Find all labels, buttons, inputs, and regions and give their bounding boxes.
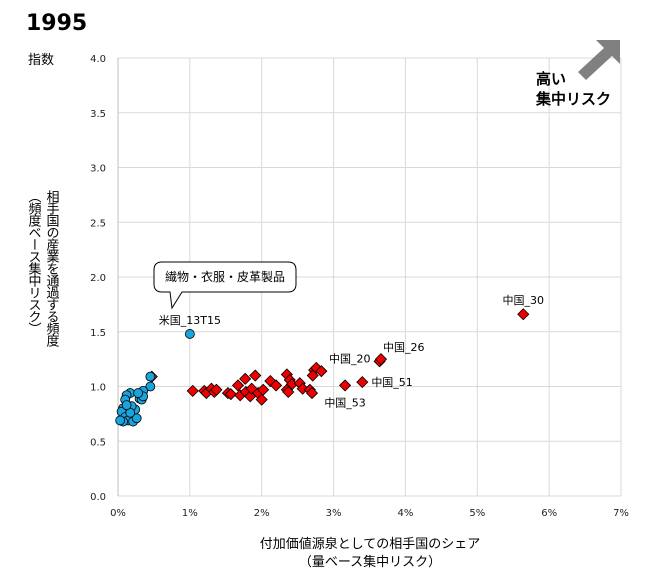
arrow-up-right-icon	[578, 40, 620, 80]
x-tick-label: 7%	[613, 508, 629, 519]
callout-text: 繊物・衣服・皮革製品	[165, 269, 285, 284]
y-tick-label: 3.0	[90, 164, 106, 175]
china-point	[282, 385, 295, 399]
x-tick-label: 5%	[469, 508, 485, 519]
point-label: 中国_30	[503, 294, 545, 307]
risk-arrow: 高い 集中リスク	[535, 40, 620, 108]
china-point	[356, 376, 369, 389]
y-tick-label: 1.5	[90, 328, 106, 339]
point-label: 中国_51	[371, 376, 413, 389]
callout-bubble	[153, 261, 297, 310]
x-axis-label-1: 付加価値源泉としての相手国のシェア	[260, 536, 481, 552]
chart-title: 1995	[26, 11, 87, 36]
x-axis-ticks: 0% 1% 2% 3% 4% 5% 6% 7%	[110, 508, 629, 519]
x-tick-label: 0%	[110, 508, 126, 519]
china-point	[239, 372, 252, 385]
risk-label-1: 高い	[536, 70, 566, 88]
callout: 繊物・衣服・皮革製品	[153, 261, 297, 310]
grid	[117, 57, 622, 497]
x-tick-label: 3%	[326, 508, 342, 519]
point-label: 米国_13T15	[159, 314, 221, 327]
y-axis-ticks: 0.0 0.5 1.0 1.5 2.0 2.5 3.0 3.5 4.0	[90, 54, 106, 503]
china-point	[264, 374, 277, 388]
y-unit-label: 指数	[28, 53, 54, 68]
china-point	[315, 365, 328, 378]
china-point	[296, 382, 309, 395]
us-point	[184, 329, 195, 339]
y-tick-label: 4.0	[90, 54, 106, 65]
x-tick-label: 6%	[541, 508, 557, 519]
us-point	[121, 400, 132, 411]
us-point	[115, 415, 126, 426]
china-point	[245, 382, 258, 395]
china-point	[305, 387, 319, 400]
china-point	[374, 353, 388, 366]
risk-label-2: 集中リスク	[535, 90, 611, 108]
y-tick-label: 2.5	[90, 218, 106, 229]
x-tick-label: 2%	[254, 508, 270, 519]
y-axis-label: 相手国の産業を通過する頻度（頻度ベース集中リスク）	[26, 190, 60, 347]
china-point	[186, 384, 199, 397]
china-point	[255, 393, 268, 406]
y-tick-label: 2.0	[90, 273, 106, 284]
y-tick-label: 1.0	[90, 383, 106, 394]
china-point	[210, 383, 223, 396]
x-tick-label: 1%	[182, 508, 198, 519]
y-tick-label: 3.5	[90, 109, 106, 120]
y-tick-label: 0.0	[90, 492, 106, 503]
china-point	[339, 379, 352, 392]
china-point	[249, 369, 262, 382]
china-point	[306, 369, 319, 382]
y-axis-label-1: 相手国の産業を通過する頻度	[44, 190, 60, 347]
point-label: 中国_26	[383, 341, 425, 354]
point-label: 中国_20	[329, 352, 371, 365]
x-tick-label: 4%	[397, 508, 413, 519]
y-axis-label-2: （頻度ベース集中リスク）	[26, 190, 42, 334]
us-point	[145, 381, 156, 392]
china-point	[270, 379, 283, 392]
china-point	[257, 383, 270, 396]
china-point	[517, 308, 530, 321]
data-marks	[115, 308, 530, 427]
y-tick-label: 0.5	[90, 437, 106, 448]
us-point	[133, 388, 144, 398]
china-point	[224, 388, 237, 401]
point-label: 中国_53	[324, 396, 366, 409]
us-point	[145, 371, 156, 382]
x-axis-label-2: （量ベース集中リスク）	[299, 554, 441, 570]
china-point	[231, 379, 245, 392]
